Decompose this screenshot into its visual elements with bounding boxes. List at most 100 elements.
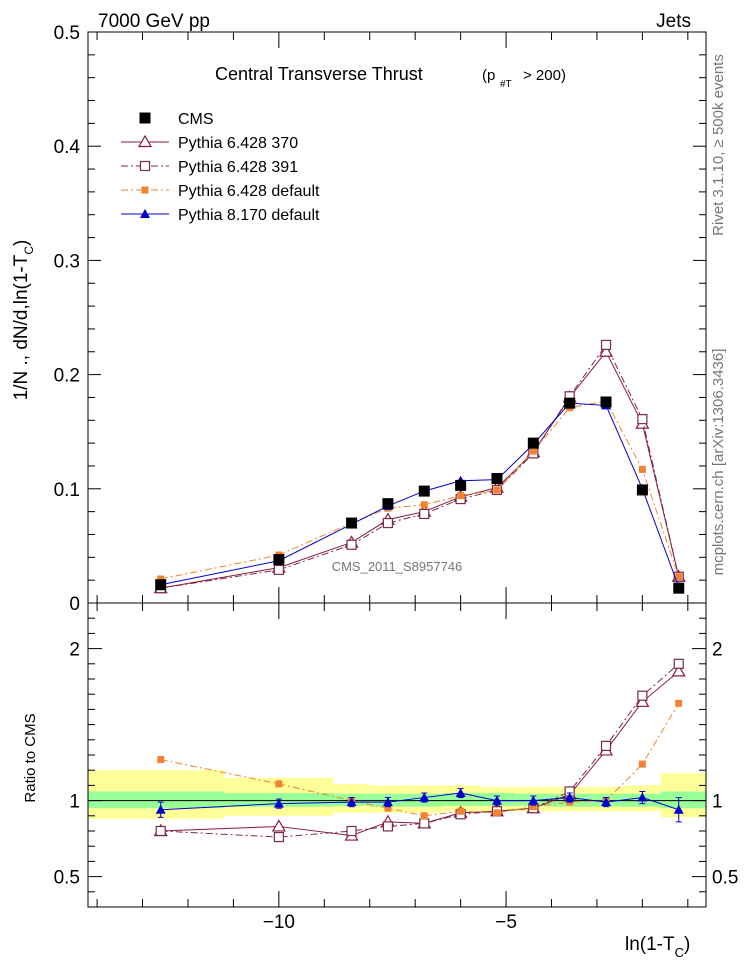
ratio-point-pythia-8-170-default bbox=[528, 795, 539, 805]
ratio-point-pythia-6-428-391 bbox=[273, 831, 284, 843]
ratio-y-tick-label: 2 bbox=[69, 640, 80, 661]
x-axis-label: ln(1-TC) bbox=[625, 934, 690, 960]
ratio-point-pythia-8-170-default bbox=[673, 804, 684, 814]
title-sub-index: #T bbox=[500, 79, 512, 90]
ratio-y-tick-label: 0.5 bbox=[54, 868, 80, 889]
series-line-pythia-8-170-default bbox=[160, 402, 680, 588]
ratio-point-pythia-8-170-default bbox=[564, 792, 575, 802]
ratio-line-pythia-6-428-391 bbox=[160, 663, 680, 838]
ratio-point-pythia-6-428-default bbox=[638, 760, 646, 768]
analysis-watermark: CMS_2011_S8957746 bbox=[332, 559, 463, 574]
legend-label-pythia-8-170-default: Pythia 8.170 default bbox=[178, 207, 320, 224]
ratio-line-pythia-6-428-default bbox=[160, 703, 680, 817]
ratio-point-pythia-6-428-391 bbox=[673, 658, 684, 669]
ratio-point-pythia-8-170-default bbox=[382, 797, 393, 807]
legend-marker-cms bbox=[139, 112, 151, 124]
rivet-label: Rivet 3.1.10, ≥ 500k events bbox=[710, 54, 727, 236]
point-cms bbox=[382, 498, 394, 510]
x-axis-label-tail: ) bbox=[684, 934, 690, 955]
ratio-point-pythia-6-428-391 bbox=[600, 740, 612, 751]
point-cms bbox=[155, 579, 167, 591]
point-cms bbox=[418, 485, 430, 497]
ratio-point-pythia-8-170-default bbox=[419, 792, 430, 802]
legend-label-cms: CMS bbox=[178, 111, 214, 128]
ratio-point-pythia-6-428-default bbox=[420, 812, 428, 820]
y-tick-label: 0.3 bbox=[54, 251, 80, 272]
point-cms bbox=[527, 437, 539, 449]
y-axis-label-tail: ) bbox=[11, 240, 32, 246]
ratio-point-pythia-6-428-391 bbox=[346, 825, 357, 837]
ratio-point-pythia-8-170-default bbox=[346, 797, 357, 807]
point-cms bbox=[455, 479, 467, 491]
y-tick-label: 0 bbox=[69, 594, 80, 615]
y-tick-label: 0.4 bbox=[54, 137, 81, 158]
ratio-point-pythia-8-170-default bbox=[455, 788, 466, 797]
chart-title: Central Transverse Thrust bbox=[215, 64, 423, 84]
ratio-point-pythia-6-428-default bbox=[493, 809, 501, 817]
ratio-y-tick-label-right: 2 bbox=[712, 640, 723, 661]
jets-label: Jets bbox=[656, 11, 691, 32]
ratio-line-pythia-6-428-370 bbox=[160, 671, 680, 837]
ratio-point-pythia-6-428-default bbox=[457, 807, 465, 815]
point-pythia-6-428-default bbox=[157, 575, 165, 583]
ratio-line-pythia-8-170-default bbox=[160, 792, 679, 811]
uncertainty-band-inner bbox=[442, 793, 479, 806]
point-pythia-6-428-391 bbox=[273, 564, 284, 575]
point-pythia-6-428-391 bbox=[419, 508, 430, 520]
title-sub-open: (p bbox=[482, 67, 495, 84]
ratio-point-pythia-6-428-391 bbox=[637, 690, 648, 701]
ratio-point-pythia-6-428-391 bbox=[382, 821, 394, 832]
ratio-point-pythia-6-428-default bbox=[675, 699, 683, 707]
series-line-pythia-6-428-370 bbox=[160, 350, 680, 589]
title-sub-tail: > 200) bbox=[523, 67, 566, 84]
ratio-point-pythia-6-428-370 bbox=[271, 819, 286, 832]
point-pythia-6-428-default bbox=[420, 501, 428, 509]
main-panel: 0 0.1 0.2 0.3 0.4 0.5 bbox=[54, 23, 707, 615]
ratio-point-pythia-8-170-default bbox=[155, 804, 166, 814]
point-pythia-6-428-default bbox=[529, 447, 537, 455]
series-line-pythia-6-428-default bbox=[160, 400, 680, 580]
point-pythia-6-428-391 bbox=[382, 517, 394, 529]
ratio-axis-label: Ratio to CMS bbox=[22, 713, 39, 802]
ratio-panel: 0.5 0.5 1 1 2 2 −10 −5 bbox=[54, 602, 738, 933]
y-tick-label: 0.5 bbox=[54, 23, 80, 44]
point-cms bbox=[673, 582, 685, 594]
point-pythia-6-428-391 bbox=[346, 539, 357, 550]
ratio-point-pythia-6-428-default bbox=[275, 780, 283, 788]
energy-label: 7000 GeV pp bbox=[98, 11, 210, 32]
series-line-pythia-6-428-391 bbox=[160, 343, 680, 589]
y-axis-label: 1/N ., dN/d,ln(1-TC) bbox=[11, 240, 36, 401]
ratio-y-tick-label-right: 0.5 bbox=[712, 868, 738, 889]
ratio-point-pythia-8-170-default bbox=[601, 797, 612, 807]
point-cms bbox=[600, 396, 612, 408]
ratio-point-pythia-8-170-default bbox=[637, 792, 648, 802]
x-axis-label-sub: C bbox=[675, 945, 684, 960]
uncertainty-band-inner bbox=[660, 791, 706, 809]
ratio-point-pythia-6-428-default bbox=[384, 804, 392, 812]
point-cms bbox=[491, 473, 503, 485]
x-axis-label-main: ln(1-T bbox=[625, 934, 675, 955]
uncertainty-band-inner bbox=[88, 791, 225, 809]
y-axis-label-sub: C bbox=[22, 246, 36, 255]
legend-marker-pythia-6-428-391 bbox=[139, 160, 151, 172]
ratio-point-pythia-6-428-370 bbox=[635, 694, 650, 707]
svg-text:1/N ., dN/d,ln(1-TC): 1/N ., dN/d,ln(1-TC) bbox=[11, 240, 36, 401]
point-pythia-6-428-default bbox=[457, 492, 465, 500]
point-cms bbox=[636, 484, 648, 496]
ratio-point-pythia-6-428-default bbox=[529, 803, 537, 811]
ratio-point-pythia-8-170-default bbox=[273, 798, 284, 808]
y-tick-label: 0.2 bbox=[54, 366, 80, 387]
point-pythia-6-428-391 bbox=[600, 339, 612, 351]
legend: CMS Pythia 6.428 370 Pythia 6.428 391 Pythi… bbox=[121, 111, 320, 224]
ratio-point-pythia-6-428-370 bbox=[671, 664, 686, 677]
legend-label-pythia-6-428-370: Pythia 6.428 370 bbox=[178, 135, 298, 152]
mcplots-label: mcplots.cern.ch [arXiv:1306.3436] bbox=[710, 349, 727, 576]
legend-marker-pythia-8-170-default bbox=[140, 209, 150, 218]
point-cms bbox=[346, 517, 358, 529]
ratio-frame bbox=[87, 602, 707, 908]
x-tick-label: −10 bbox=[263, 912, 295, 933]
legend-marker-pythia-6-428-default bbox=[141, 186, 149, 194]
point-pythia-6-428-default bbox=[638, 465, 646, 473]
y-tick-label: 0.1 bbox=[54, 480, 80, 501]
